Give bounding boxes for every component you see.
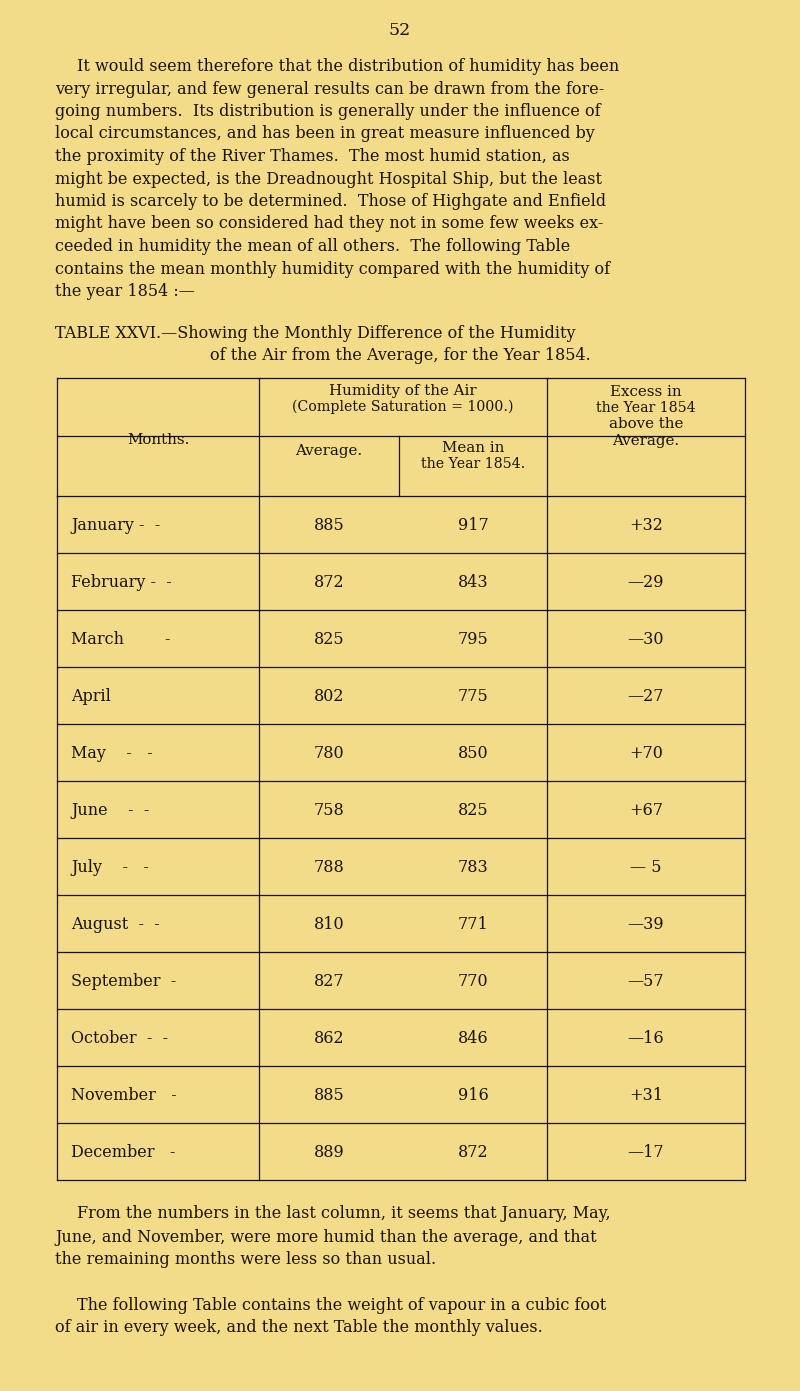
- Text: humid is scarcely to be determined.  Those of Highgate and Enfield: humid is scarcely to be determined. Thos…: [55, 193, 606, 210]
- Text: —17: —17: [628, 1143, 664, 1161]
- Text: December   -: December -: [71, 1143, 175, 1161]
- Text: 916: 916: [458, 1086, 488, 1104]
- Text: February -  -: February - -: [71, 574, 172, 591]
- Text: ceeded in humidity the mean of all others.  The following Table: ceeded in humidity the mean of all other…: [55, 238, 570, 255]
- Text: From the numbers in the last column, it seems that January, May,: From the numbers in the last column, it …: [77, 1206, 610, 1223]
- Text: May    -   -: May - -: [71, 746, 153, 762]
- Text: of air in every week, and the next Table the monthly values.: of air in every week, and the next Table…: [55, 1320, 542, 1337]
- Text: 770: 770: [458, 972, 488, 990]
- Text: 827: 827: [314, 972, 344, 990]
- Text: 885: 885: [314, 1086, 344, 1104]
- Text: of the Air from the Average, for the Year 1854.: of the Air from the Average, for the Yea…: [210, 348, 590, 364]
- Text: the remaining months were less so than usual.: the remaining months were less so than u…: [55, 1252, 436, 1269]
- Text: March        -: March -: [71, 632, 170, 648]
- Text: August  -  -: August - -: [71, 917, 160, 933]
- Text: going numbers.  Its distribution is generally under the influence of: going numbers. Its distribution is gener…: [55, 103, 601, 120]
- Text: 771: 771: [458, 917, 488, 933]
- Text: the Year 1854: the Year 1854: [596, 402, 696, 416]
- Text: above the: above the: [609, 417, 683, 431]
- Text: Mean in: Mean in: [442, 441, 504, 455]
- Text: very irregular, and few general results can be drawn from the fore-: very irregular, and few general results …: [55, 81, 604, 97]
- Text: 872: 872: [458, 1143, 488, 1161]
- Text: September  -: September -: [71, 972, 176, 990]
- Text: local circumstances, and has been in great measure influenced by: local circumstances, and has been in gre…: [55, 125, 594, 142]
- Text: +32: +32: [629, 517, 663, 534]
- Text: 846: 846: [458, 1029, 488, 1047]
- Text: 917: 917: [458, 517, 488, 534]
- Text: Months.: Months.: [127, 433, 189, 447]
- Text: October  -  -: October - -: [71, 1029, 168, 1047]
- Text: contains the mean monthly humidity compared with the humidity of: contains the mean monthly humidity compa…: [55, 260, 610, 277]
- Text: 802: 802: [314, 689, 344, 705]
- Text: 788: 788: [314, 860, 344, 876]
- Text: June    -  -: June - -: [71, 803, 150, 819]
- Text: 780: 780: [314, 746, 344, 762]
- Text: +70: +70: [629, 746, 663, 762]
- Text: 825: 825: [314, 632, 344, 648]
- Text: 889: 889: [314, 1143, 344, 1161]
- Text: July    -   -: July - -: [71, 860, 149, 876]
- Text: —30: —30: [628, 632, 664, 648]
- Text: 850: 850: [458, 746, 488, 762]
- Text: Humidity of the Air: Humidity of the Air: [329, 384, 477, 398]
- Text: 872: 872: [314, 574, 344, 591]
- Text: 825: 825: [458, 803, 488, 819]
- Text: the proximity of the River Thames.  The most humid station, as: the proximity of the River Thames. The m…: [55, 147, 570, 166]
- Text: +67: +67: [629, 803, 663, 819]
- Text: 758: 758: [314, 803, 344, 819]
- Text: 783: 783: [458, 860, 488, 876]
- Text: November   -: November -: [71, 1086, 177, 1104]
- Text: January -  -: January - -: [71, 517, 160, 534]
- Text: Average.: Average.: [295, 444, 362, 458]
- Text: —39: —39: [628, 917, 664, 933]
- Text: April: April: [71, 689, 111, 705]
- Text: might be expected, is the Dreadnought Hospital Ship, but the least: might be expected, is the Dreadnought Ho…: [55, 171, 602, 188]
- Text: 862: 862: [314, 1029, 344, 1047]
- Text: +31: +31: [629, 1086, 663, 1104]
- Text: —57: —57: [628, 972, 664, 990]
- Text: 795: 795: [458, 632, 488, 648]
- Text: 885: 885: [314, 517, 344, 534]
- Text: might have been so considered had they not in some few weeks ex-: might have been so considered had they n…: [55, 216, 603, 232]
- Text: —16: —16: [628, 1029, 664, 1047]
- Text: —29: —29: [628, 574, 664, 591]
- Text: the year 1854 :—: the year 1854 :—: [55, 282, 195, 300]
- Text: — 5: — 5: [630, 860, 662, 876]
- Text: It would seem therefore that the distribution of humidity has been: It would seem therefore that the distrib…: [77, 58, 619, 75]
- Text: TABLE XXVI.—Showing the Monthly Difference of the Humidity: TABLE XXVI.—Showing the Monthly Differen…: [55, 325, 575, 342]
- Text: —27: —27: [628, 689, 664, 705]
- Text: Average.: Average.: [613, 434, 679, 448]
- Text: The following Table contains the weight of vapour in a cubic foot: The following Table contains the weight …: [77, 1296, 606, 1313]
- Text: 810: 810: [314, 917, 344, 933]
- Text: June, and November, were more humid than the average, and that: June, and November, were more humid than…: [55, 1228, 597, 1245]
- Text: 52: 52: [389, 22, 411, 39]
- Text: (Complete Saturation = 1000.): (Complete Saturation = 1000.): [292, 399, 514, 415]
- Text: 843: 843: [458, 574, 488, 591]
- Text: the Year 1854.: the Year 1854.: [421, 456, 525, 470]
- Text: 775: 775: [458, 689, 488, 705]
- Text: Excess in: Excess in: [610, 385, 682, 399]
